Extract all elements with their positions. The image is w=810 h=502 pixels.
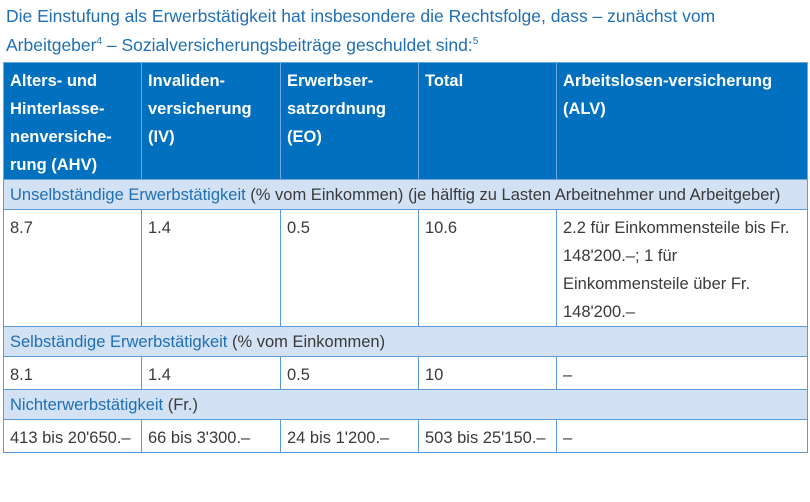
cell-total: 10 xyxy=(418,356,557,390)
section-note: (% vom Einkommen) xyxy=(227,333,386,351)
cell-ahv: 8.1 xyxy=(3,356,142,390)
cell-ahv: 413 bis 20'650.– xyxy=(3,419,142,453)
section-title: Selbständige Erwerbstätigkeit xyxy=(10,333,228,351)
section-row-nichterwerbstaetig: Nichterwerbstätigkeit (Fr.) xyxy=(3,389,808,420)
section-cell: Selbständige Erwerbstätigkeit (% vom Ein… xyxy=(3,326,808,357)
cell-iv: 66 bis 3'300.– xyxy=(141,419,281,453)
header-total: Total xyxy=(418,62,557,180)
cell-eo: 24 bis 1'200.– xyxy=(280,419,419,453)
intro-text-1: Die Einstufung als Erwerbstätigkeit hat … xyxy=(6,6,716,55)
section-note: (Fr.) xyxy=(163,396,198,414)
cell-eo: 0.5 xyxy=(280,356,419,390)
table-row: 8.1 1.4 0.5 10 – xyxy=(3,356,808,390)
section-title: Unselbständige Erwerbstätigkeit xyxy=(10,186,246,204)
footnote-ref-4[interactable]: 4 xyxy=(96,36,103,47)
table-row: 8.7 1.4 0.5 10.6 2.2 für Einkommensteile… xyxy=(3,209,808,327)
cell-eo: 0.5 xyxy=(280,209,419,327)
section-note: (% vom Einkommen) (je hälftig zu Lasten … xyxy=(245,186,781,204)
intro-paragraph: Die Einstufung als Erwerbstätigkeit hat … xyxy=(6,2,806,60)
cell-total: 503 bis 25'150.– xyxy=(418,419,557,453)
intro-text-2: – Sozialversicherungsbeiträge geschuldet… xyxy=(102,35,473,55)
cell-alv: – xyxy=(556,356,808,390)
section-cell: Unselbständige Erwerbstätigkeit (% vom E… xyxy=(3,179,808,210)
section-row-selbstaendig: Selbständige Erwerbstätigkeit (% vom Ein… xyxy=(3,326,808,357)
cell-alv: – xyxy=(556,419,808,453)
header-eo: Erwerbser-satzordnung (EO) xyxy=(280,62,419,180)
contribution-table: Alters- und Hinterlasse-nenversiche-rung… xyxy=(3,62,808,453)
footnote-ref-5[interactable]: 5 xyxy=(472,36,479,47)
table-header-row: Alters- und Hinterlasse-nenversiche-rung… xyxy=(3,62,808,180)
section-row-unselbstaendig: Unselbständige Erwerbstätigkeit (% vom E… xyxy=(3,179,808,210)
cell-iv: 1.4 xyxy=(141,209,281,327)
header-alv: Arbeitslosen-versicherung (ALV) xyxy=(556,62,808,180)
table-row: 413 bis 20'650.– 66 bis 3'300.– 24 bis 1… xyxy=(3,419,808,453)
section-cell: Nichterwerbstätigkeit (Fr.) xyxy=(3,389,808,420)
header-iv: Invaliden-versicherung (IV) xyxy=(141,62,281,180)
cell-ahv: 8.7 xyxy=(3,209,142,327)
header-ahv: Alters- und Hinterlasse-nenversiche-rung… xyxy=(3,62,142,180)
section-title: Nichterwerbstätigkeit xyxy=(10,396,164,414)
cell-total: 10.6 xyxy=(418,209,557,327)
cell-alv: 2.2 für Einkommensteile bis Fr. 148'200.… xyxy=(556,209,808,327)
cell-iv: 1.4 xyxy=(141,356,281,390)
